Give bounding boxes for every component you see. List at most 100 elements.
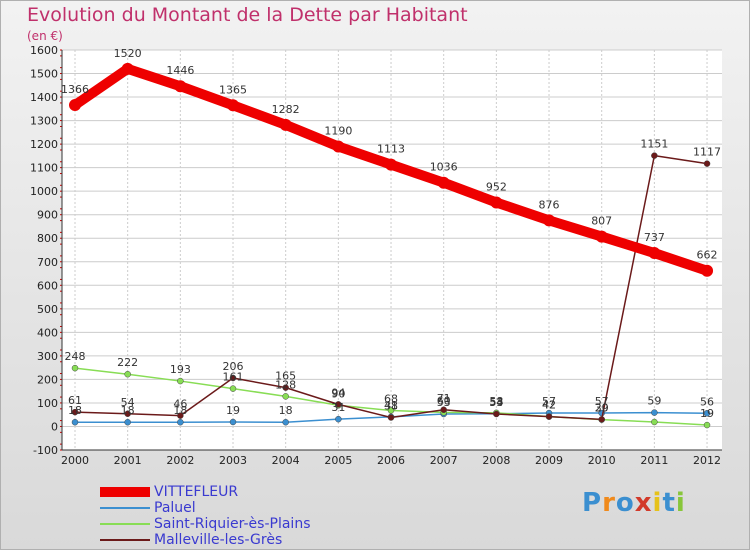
data-point <box>229 385 237 392</box>
x-tick-label: 2004 <box>272 454 300 467</box>
data-label: 165 <box>275 370 296 383</box>
data-point <box>543 214 556 227</box>
logo-letter: r <box>602 488 616 518</box>
data-label: 30 <box>595 401 609 414</box>
y-tick-label: 1300 <box>30 115 58 128</box>
x-tick-label: 2010 <box>588 454 616 467</box>
legend-label: Paluel <box>154 500 196 516</box>
x-tick-label: 2009 <box>535 454 563 467</box>
x-tick-label: 2002 <box>166 454 194 467</box>
data-label: 161 <box>223 371 244 384</box>
data-label: 19 <box>226 404 240 417</box>
data-label: 737 <box>644 231 665 244</box>
data-label: 1190 <box>324 124 352 137</box>
legend-swatch <box>100 539 150 541</box>
y-tick-label: 1200 <box>30 138 58 151</box>
data-point <box>703 160 711 167</box>
data-label: 248 <box>65 350 86 363</box>
data-point <box>71 418 79 426</box>
data-label: 71 <box>437 392 451 405</box>
data-label: 42 <box>542 399 556 412</box>
data-label: 206 <box>223 360 244 373</box>
data-point <box>335 401 342 408</box>
data-point <box>703 410 711 417</box>
data-label: 1113 <box>377 143 405 156</box>
y-tick-label: 1000 <box>30 185 58 198</box>
data-point <box>177 418 184 426</box>
x-tick-label: 2012 <box>693 454 721 467</box>
y-tick-label: 900 <box>37 209 58 222</box>
data-point <box>282 418 289 426</box>
data-label: 1366 <box>61 83 89 96</box>
logo-letter: x <box>634 488 653 518</box>
data-label: 61 <box>68 394 82 407</box>
data-point <box>437 176 450 189</box>
data-point <box>651 418 658 426</box>
legend-swatch <box>100 507 150 509</box>
data-label: 19 <box>700 407 714 420</box>
data-point <box>177 377 184 385</box>
data-label: 18 <box>68 404 82 417</box>
legend-label: Malleville-les-Grès <box>154 532 283 548</box>
data-point <box>648 247 661 260</box>
y-tick-label: 0 <box>51 420 58 433</box>
data-point <box>387 414 395 421</box>
logo-letter: i <box>652 488 663 518</box>
chart-title: Evolution du Montant de la Dette par Hab… <box>27 4 468 26</box>
data-point <box>71 364 79 372</box>
y-tick-label: 300 <box>37 350 58 363</box>
y-tick-label: 400 <box>37 326 58 339</box>
data-point <box>545 413 553 420</box>
data-point <box>385 158 398 171</box>
data-label: 29 <box>595 402 609 415</box>
data-label-layer: 1366 1520 1446 1365 1282 1190 1113 1036 952 876 80… <box>61 47 721 420</box>
data-label: 42 <box>542 399 556 412</box>
y-tick-label: -100 <box>33 444 58 457</box>
data-label: 59 <box>647 395 661 408</box>
x-tick-label: 2005 <box>324 454 352 467</box>
data-point <box>440 406 447 414</box>
y-tick-label: 700 <box>37 256 58 269</box>
y-tick-label: 1400 <box>30 91 58 104</box>
axis-layer: -100 0 100 200 300 400 500 600 700 800 900 1000 1100… <box>30 44 722 467</box>
data-label: 1036 <box>430 161 458 174</box>
data-label: 1520 <box>114 47 142 60</box>
logo-letter: t <box>662 488 676 518</box>
data-point <box>651 152 658 159</box>
data-label: 53 <box>489 396 503 409</box>
data-label: 807 <box>591 215 612 228</box>
data-point <box>493 410 500 418</box>
data-point <box>229 374 237 382</box>
data-label: 18 <box>121 404 135 417</box>
series-layer <box>69 62 714 429</box>
x-tick-label: 2008 <box>482 454 510 467</box>
data-point <box>595 230 608 243</box>
logo-letter: o <box>615 488 635 518</box>
x-tick-label: 2011 <box>640 454 668 467</box>
x-tick-label: 2001 <box>114 454 142 467</box>
logo-letter: P <box>582 488 603 518</box>
data-point <box>69 99 81 112</box>
data-point <box>279 118 292 131</box>
data-label: 1282 <box>272 103 300 116</box>
y-tick-label: 800 <box>37 232 58 245</box>
data-point <box>490 196 503 209</box>
legend-label: Saint-Riquier-ès-Plains <box>154 516 311 532</box>
data-label: 46 <box>173 398 187 411</box>
data-label: 57 <box>542 395 556 408</box>
data-point <box>177 412 184 419</box>
data-point <box>124 370 131 378</box>
data-label: 876 <box>539 198 560 211</box>
data-label: 90 <box>331 387 345 400</box>
data-label: 31 <box>331 401 345 414</box>
y-tick-label: 1600 <box>30 44 58 57</box>
data-label: 54 <box>121 396 135 409</box>
y-tick-label: 1500 <box>30 68 58 81</box>
data-label: 68 <box>384 392 398 405</box>
data-point <box>229 418 237 426</box>
data-label: 128 <box>275 378 296 391</box>
data-point <box>335 415 342 423</box>
y-tick-label: 600 <box>37 279 58 292</box>
logo-letter: i <box>675 488 686 518</box>
